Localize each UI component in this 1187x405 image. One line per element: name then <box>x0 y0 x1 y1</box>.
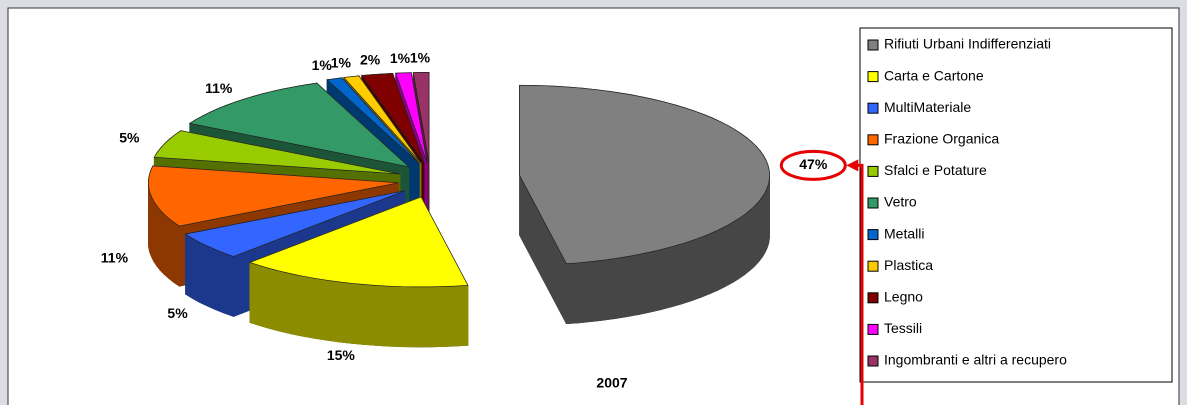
pie <box>147 71 770 348</box>
slice-top <box>188 82 410 168</box>
legend-swatch <box>867 134 879 146</box>
slice-side <box>738 213 746 280</box>
slice-side <box>363 284 378 346</box>
slice-side <box>749 204 756 272</box>
slice-top <box>395 72 428 163</box>
slice-side <box>591 259 605 322</box>
data-label: 1% <box>331 54 352 70</box>
slice-top <box>412 72 430 163</box>
slice-side <box>389 285 404 348</box>
legend-label: MultiMateriale <box>884 99 971 115</box>
arrow-head <box>846 159 859 172</box>
slice-top <box>343 75 422 164</box>
slice-side <box>402 286 417 348</box>
legend-label: Metalli <box>884 225 924 241</box>
slice-side <box>761 190 766 259</box>
slice-side <box>700 233 710 298</box>
legend-swatch <box>867 292 879 304</box>
slice-side <box>717 225 726 291</box>
annotation <box>779 149 864 405</box>
slice-side <box>709 229 718 295</box>
slice-side <box>173 221 180 287</box>
slice-side <box>415 286 430 348</box>
legend-label: Tessili <box>884 320 922 336</box>
legend-label: Plastica <box>884 257 933 273</box>
slice-side <box>661 246 673 311</box>
slice-side <box>754 200 760 267</box>
slice-top <box>148 165 399 227</box>
legend-swatch <box>867 229 879 241</box>
slice-side <box>671 243 683 308</box>
slice-side <box>441 285 456 348</box>
data-label: 15% <box>327 347 356 363</box>
legend-swatch <box>867 165 879 177</box>
legend-swatch <box>867 323 879 335</box>
legend-label: Legno <box>884 289 923 305</box>
slice-side <box>724 221 733 288</box>
legend-label: Sfalci e Potature <box>884 162 987 178</box>
data-label: 1% <box>410 50 431 66</box>
slice-side <box>578 261 592 324</box>
data-label: 1% <box>312 57 333 73</box>
chart-title: 2007 <box>596 375 627 391</box>
legend: Rifiuti Urbani Indifferenziati Carta e Ca… <box>867 36 1067 368</box>
legend-box <box>859 27 1173 383</box>
legend-label: Frazione Organica <box>884 131 999 147</box>
slice-side <box>376 285 391 347</box>
data-label: 5% <box>119 130 140 146</box>
slice-side <box>338 281 352 344</box>
legend-swatch <box>867 355 879 367</box>
slice-side <box>627 253 640 317</box>
slice-side <box>168 217 175 284</box>
highlight-ellipse <box>779 149 847 181</box>
legend-swatch <box>867 102 879 114</box>
legend-swatch <box>867 197 879 209</box>
slice-side <box>681 240 692 305</box>
data-label: 2% <box>360 52 381 68</box>
slice-top <box>326 77 420 164</box>
slice-top <box>361 73 425 163</box>
slice-top <box>248 196 469 288</box>
legend-swatch <box>867 260 879 272</box>
labels: 47%15%5%11%5%11%1%1% 2% 1% 1% <box>101 50 828 363</box>
slice-side <box>615 256 629 319</box>
slice-side <box>758 195 763 263</box>
legend-swatch <box>867 39 879 51</box>
legend-swatch <box>867 71 879 83</box>
slice-side <box>691 236 702 302</box>
legend-label: Vetro <box>884 194 917 210</box>
data-label: 47% <box>799 156 828 172</box>
slice-side <box>731 217 740 284</box>
slice-top <box>519 84 770 265</box>
data-label: 11% <box>101 250 129 266</box>
legend-label: Ingombranti e altri a recupero <box>884 352 1067 368</box>
slice <box>248 196 469 348</box>
slice-side <box>566 262 580 325</box>
legend-label: Rifiuti Urbani Indifferenziati <box>884 36 1051 52</box>
slice-side <box>603 257 617 321</box>
data-label: 1% <box>390 50 411 66</box>
slice <box>519 84 770 325</box>
data-label: 5% <box>167 305 188 321</box>
slice-side <box>454 284 469 347</box>
legend-label: Carta e Cartone <box>884 67 984 83</box>
slice-side <box>350 282 365 345</box>
slice-top <box>184 190 405 257</box>
slice-side <box>428 286 443 348</box>
slice-side <box>744 209 751 276</box>
slice-side <box>650 248 662 313</box>
slice-side <box>638 251 651 315</box>
slice-top <box>153 130 400 175</box>
data-label: 11% <box>205 80 233 96</box>
